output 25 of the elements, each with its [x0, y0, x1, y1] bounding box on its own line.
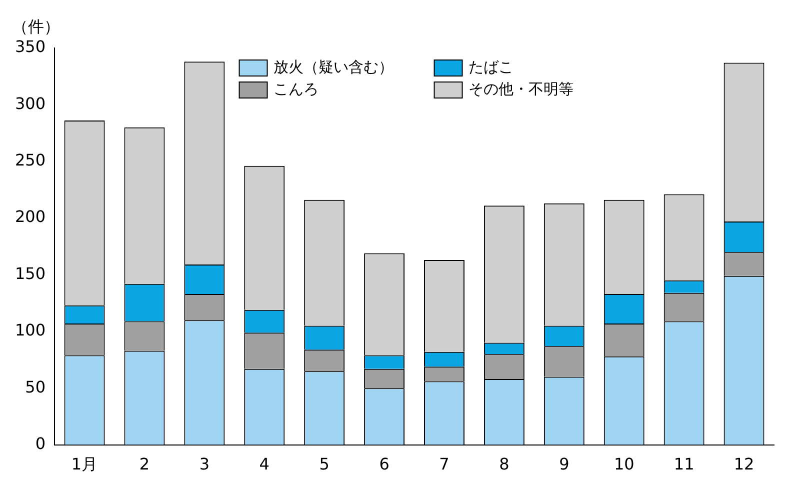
- y-tick-label: 300: [14, 94, 46, 113]
- x-tick-label: 3: [199, 454, 210, 474]
- x-tick-label: 12: [734, 454, 754, 474]
- x-tick-label: 11: [674, 454, 694, 474]
- x-tick-label: 4: [259, 454, 270, 474]
- y-axis-title: （件）: [12, 17, 60, 36]
- x-tick-label: 2: [139, 454, 150, 474]
- x-tick-label: 8: [499, 454, 510, 474]
- y-tick-label: 50: [25, 377, 46, 396]
- y-tick-label: 200: [14, 207, 46, 226]
- y-tick-label: 250: [14, 150, 46, 170]
- legend-label: たばこ: [468, 58, 514, 76]
- legend-label: こんろ: [273, 80, 318, 98]
- legend-label: その他・不明等: [468, 80, 574, 98]
- y-tick-label: 350: [14, 37, 46, 56]
- y-tick-label: 150: [14, 264, 46, 283]
- x-tick-label: 7: [439, 454, 450, 474]
- legend-label: 放火（疑い含む）: [273, 58, 394, 76]
- x-tick-label: 9: [559, 454, 570, 474]
- x-tick-label: 6: [379, 454, 390, 474]
- y-tick-label: 100: [14, 320, 46, 340]
- x-tick-label: 1月: [71, 454, 98, 474]
- x-tick-label: 10: [614, 454, 634, 474]
- x-tick-label: 5: [319, 454, 330, 474]
- y-tick-label: 0: [35, 434, 46, 453]
